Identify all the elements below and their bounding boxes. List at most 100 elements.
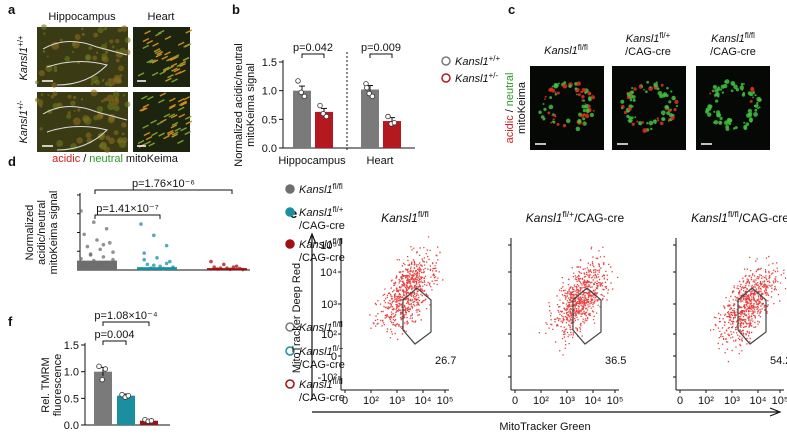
micrograph-texture [149,59,156,64]
genotype-label: Kansl1fl/fl [711,31,755,46]
micrograph-texture [53,68,58,73]
micrograph-texture [96,105,104,113]
genotype-label: Kansl1fl/fl [299,237,343,252]
micrograph-texture [156,51,164,56]
micrograph-texture [151,71,159,77]
micrograph-texture [661,117,665,121]
micrograph-texture [158,132,165,137]
bar [117,395,135,425]
micrograph-texture [92,55,98,61]
micrograph-texture [121,122,127,128]
gene: Kansl1 [526,211,563,225]
micrograph-texture [620,99,625,104]
micrograph [37,27,128,87]
micrograph-texture [631,87,634,90]
micrograph-texture [173,68,181,73]
micrograph-texture [169,97,176,102]
micrograph-texture [85,132,92,139]
micrograph-texture [117,28,122,33]
micrograph-texture [42,49,46,53]
data-point [148,266,153,270]
micrograph-texture [671,95,676,101]
micrograph-texture [56,140,64,147]
micrograph-texture [67,94,72,99]
micrograph-texture [124,37,131,44]
y-tick-label: 0.5 [262,114,277,126]
micrograph-texture [562,124,567,128]
micrograph-texture [171,78,178,83]
x-tick-label: Hippocampus [278,155,346,167]
flow-events [538,246,619,356]
micrograph-texture [584,113,590,119]
gate-percentage: 54.2 [770,355,787,367]
micrograph-texture [554,91,557,94]
micrograph-texture [543,98,546,100]
micrograph-texture [552,120,556,124]
micrograph-texture [107,102,115,111]
micrograph-texture [733,84,738,90]
label-line: mitoKeima signal [48,191,60,275]
label-line: fluorescence [52,354,64,416]
micrograph-texture [72,117,81,126]
micrograph-texture [124,101,131,108]
micrograph-texture [137,72,145,77]
micrograph-texture [74,33,81,40]
micrograph-texture [723,120,729,126]
micrograph-texture [568,84,572,88]
micrograph-texture [574,87,578,91]
bar [293,90,311,148]
genotype: fl/fl [333,237,343,246]
micrograph-texture [169,56,177,62]
micrograph-texture [650,127,653,131]
micrograph-texture [51,82,57,88]
micrograph-texture [631,122,635,126]
micrograph-texture [76,137,83,144]
data-point [96,363,102,370]
micrograph-texture [88,46,93,51]
micrograph-texture [555,83,558,86]
micrograph-texture [43,32,46,35]
data-point [228,267,232,272]
micrograph-texture [118,140,127,149]
legend-marker [285,207,295,217]
micrograph-texture [77,108,81,112]
micrograph-texture [182,57,190,62]
micrograph-texture [153,48,161,53]
label-line: Normalized acidic/neutral [233,43,245,167]
micrograph-texture [103,97,108,102]
micrograph-texture [745,122,750,127]
micrograph-texture [71,50,75,54]
micrograph-texture [101,53,108,60]
micrograph-texture [723,83,728,89]
data-point [98,247,102,252]
micrograph-texture [144,30,151,35]
genotype-label: Kansl1fl/fl [381,209,429,225]
micrograph-texture [167,56,175,62]
x-tick-label: 0 [677,395,683,407]
micrograph-texture [147,95,154,101]
legend-marker [285,322,295,332]
region-outline [42,106,128,151]
caption-word: mitoKeima [126,153,179,165]
micrograph-texture [662,92,668,97]
micrograph-texture [575,90,578,93]
micrograph-texture [582,123,585,126]
y-tick-label: 1.5 [64,340,79,352]
data-point [364,85,370,91]
x-tick-label: 10² [363,395,379,407]
micrograph-texture [631,116,634,119]
p-value: p=1.41×10⁻⁷ [96,203,158,215]
y-tick-label: 0.0 [64,420,79,432]
micrograph-texture [674,99,679,104]
micrograph-texture [544,95,547,98]
x-tick-label: Heart [367,155,394,167]
y-tick-label: 10⁴ [320,267,337,279]
micrograph-texture [113,105,120,112]
micrograph-texture [626,92,631,97]
micrograph-texture [654,119,657,122]
gate [402,287,432,345]
significance-bracket [94,214,161,219]
data-point [241,267,245,272]
micrograph-texture [72,95,77,100]
micrograph-texture [171,121,179,127]
